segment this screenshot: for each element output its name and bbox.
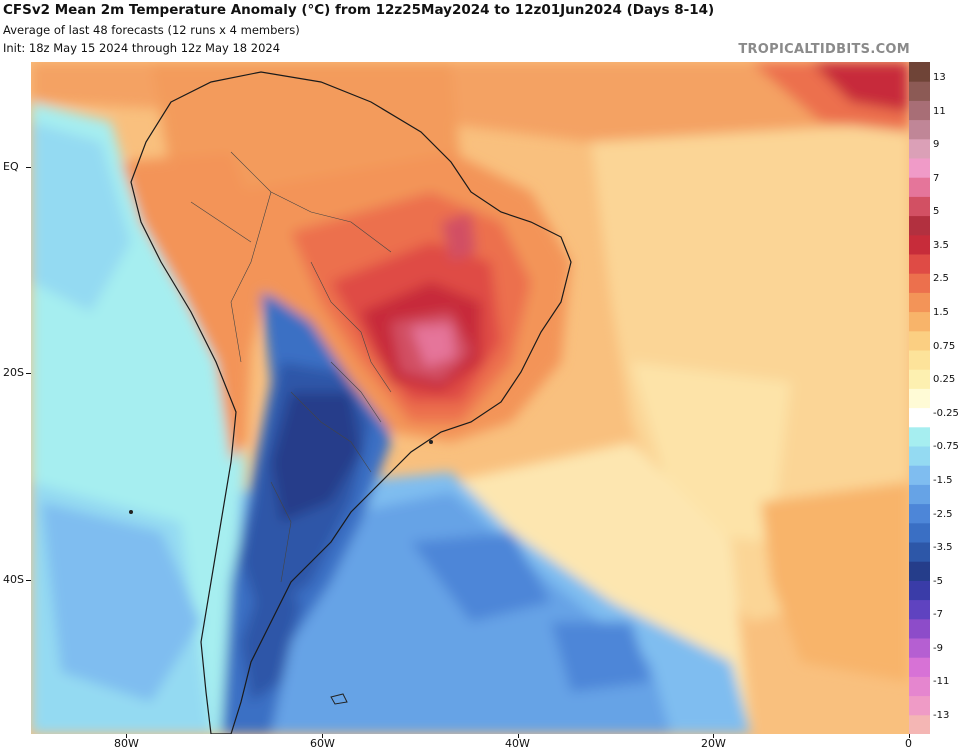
lon-label-60w: 60W [310, 737, 335, 750]
colorbar-label: 0.25 [933, 374, 956, 386]
colorbar-swatch [909, 177, 930, 197]
colorbar-swatch [909, 119, 930, 140]
colorbar-swatch [909, 81, 930, 101]
south-america-coastline [130, 71, 572, 734]
colorbar-swatch [909, 407, 930, 428]
colorbar-swatch [909, 158, 930, 178]
colorbar-swatch [909, 503, 930, 524]
anomaly-map [31, 62, 909, 734]
map-subtitle-average: Average of last 48 forecasts (12 runs x … [3, 23, 300, 37]
colorbar-swatch [909, 599, 930, 620]
lon-label-0: 0 [905, 737, 912, 750]
colorbar-swatch [909, 580, 930, 601]
map-title: CFSv2 Mean 2m Temperature Anomaly (°C) f… [3, 2, 715, 18]
colorbar-swatch [909, 465, 930, 485]
colorbar-swatch [909, 215, 930, 236]
lon-tick [909, 734, 910, 738]
colorbar-swatch [909, 542, 930, 562]
island [129, 510, 133, 514]
colorbar-swatch [909, 234, 930, 255]
colorbar-label: -7 [933, 609, 943, 621]
colorbar-label: -0.75 [933, 441, 958, 453]
island [429, 440, 433, 444]
colorbar-swatch [909, 522, 930, 543]
colorbar-label: 0.75 [933, 340, 956, 352]
colorbar-label: 1.5 [933, 307, 949, 319]
lat-label-eq: EQ [3, 160, 19, 173]
colorbar-label: 13 [933, 72, 946, 83]
lon-tick [322, 734, 323, 738]
lon-label-40w: 40W [505, 737, 530, 750]
colorbar-swatch [909, 426, 930, 447]
lat-label-20s: 20S [3, 366, 24, 379]
colorbar-swatch [909, 638, 930, 658]
colorbar-swatch [909, 330, 930, 351]
colorbar-label: -0.25 [933, 407, 958, 419]
map-panel [31, 62, 909, 734]
lat-tick [26, 580, 31, 581]
colorbar-label: 11 [933, 105, 946, 117]
lon-label-20w: 20W [701, 737, 726, 750]
lat-tick [26, 167, 31, 168]
anomaly-field [31, 62, 909, 734]
colorbar-label: -5 [933, 575, 943, 587]
colorbar-swatch [909, 484, 930, 505]
colorbar-swatch [909, 561, 930, 581]
lat-tick [26, 373, 31, 374]
colorbar-label: -3.5 [933, 542, 953, 554]
colorbar-swatch [909, 62, 930, 82]
colorbar-label: -2.5 [933, 508, 953, 520]
country-borders [190, 151, 392, 583]
falklands [330, 693, 348, 705]
colorbar-label: 7 [933, 172, 940, 184]
colorbar-swatch [909, 369, 930, 389]
colorbar-swatch [909, 695, 930, 716]
map-subtitle-init: Init: 18z May 15 2024 through 12z May 18… [3, 41, 281, 55]
colorbar-swatch [909, 196, 930, 217]
colorbar-swatch [909, 350, 930, 370]
colorbar-label: 2.5 [933, 273, 949, 285]
colorbar-swatch [909, 273, 930, 293]
colorbar-label: -1.5 [933, 474, 953, 486]
colorbar-swatch [909, 138, 930, 159]
colorbar [909, 62, 930, 734]
lon-tick [713, 734, 714, 738]
colorbar-swatch [909, 254, 930, 274]
lon-tick [126, 734, 127, 738]
colorbar-label: -13 [933, 710, 950, 721]
colorbar-label: 5 [933, 206, 940, 218]
lon-tick [518, 734, 519, 738]
colorbar-label: -11 [933, 676, 950, 688]
colorbar-swatch [909, 388, 930, 409]
colorbar-swatch [909, 676, 930, 697]
colorbar-swatch [909, 618, 930, 639]
colorbar-label: 3.5 [933, 239, 949, 251]
colorbar-swatch [909, 100, 930, 121]
site-brand: TROPICALTIDBITS.COM [738, 42, 910, 57]
colorbar-label: -9 [933, 642, 943, 654]
colorbar-swatch [909, 311, 930, 332]
colorbar-swatch [909, 292, 930, 313]
lon-label-80w: 80W [114, 737, 139, 750]
lat-label-40s: 40S [3, 573, 24, 586]
colorbar-swatch [909, 714, 930, 734]
colorbar-swatch [909, 446, 930, 466]
colorbar-label: 9 [933, 139, 940, 151]
colorbar-swatch [909, 657, 930, 677]
